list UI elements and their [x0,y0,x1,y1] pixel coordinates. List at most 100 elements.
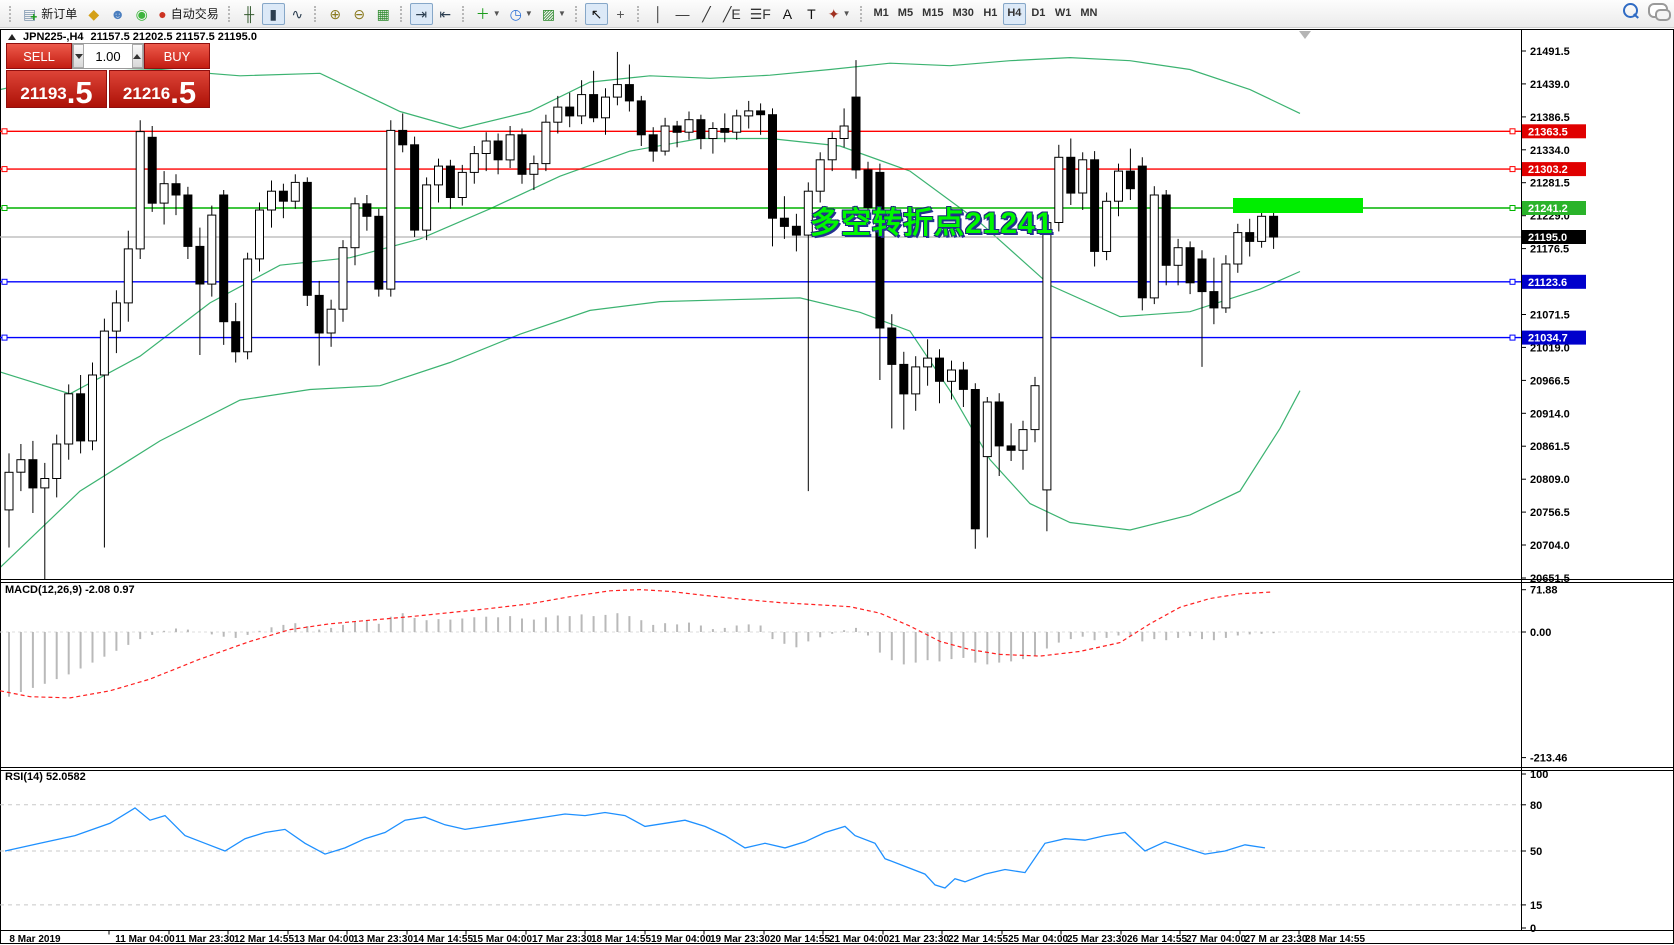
periods-button-dropdown-icon[interactable]: ▼ [524,8,533,18]
svg-text:21386.5: 21386.5 [1530,112,1570,124]
horizontal-line-button[interactable]: — [671,3,694,25]
periods-button-icon: ◷ [509,5,522,22]
timeframe-h1[interactable]: H1 [979,3,1002,25]
vertical-line-button[interactable]: │ [647,3,670,25]
sell-price-display[interactable]: 21193.5 [6,70,107,108]
timeframe-w1[interactable]: W1 [1051,3,1076,25]
volume-decrease-button[interactable] [73,44,85,68]
sell-button[interactable]: SELL [6,43,72,69]
templates-button-dropdown-icon[interactable]: ▼ [558,8,566,18]
text-button[interactable]: A [776,3,799,25]
line-chart-button[interactable]: ∿ [286,3,309,25]
svg-text:20966.5: 20966.5 [1530,375,1570,387]
indicators-button[interactable]: ＋ ▼ [472,3,505,25]
svg-text:20756.5: 20756.5 [1530,507,1570,519]
timeframe-m1[interactable]: M1 [870,3,893,25]
svg-text:21 Mar 23:30: 21 Mar 23:30 [889,934,949,945]
cursor-button-icon: ↖ [590,5,603,22]
price-badge-21034.7: 21034.7 [1522,330,1586,345]
svg-text:20651.5: 20651.5 [1530,573,1570,585]
auto-scroll-button[interactable]: ⇥ [409,2,433,25]
svg-text:20861.5: 20861.5 [1530,441,1570,453]
crosshair-button[interactable]: + [609,3,632,25]
fibonacci-button[interactable]: ☰F [746,3,775,25]
chart-canvas[interactable]: 21491.521439.021386.521334.021281.521229… [0,28,1674,945]
svg-text:21123.6: 21123.6 [1528,277,1567,289]
tile-windows-button[interactable]: ▦ [372,3,395,25]
svg-text:21363.5: 21363.5 [1528,126,1568,138]
arrows-button-dropdown-icon[interactable]: ▼ [842,8,851,18]
toolbar-group-handle[interactable] [399,5,405,22]
chat-icon[interactable] [1648,3,1671,21]
tile-windows-button-icon: ▦ [376,5,390,22]
volume-input[interactable] [84,44,132,68]
new-order-button[interactable]: ▤ + 新订单 [19,3,81,25]
collapse-panel-icon[interactable] [8,34,16,40]
rsi-axis: 100 80 50 15 0 [1521,769,1548,935]
horizontal-line-21034.7[interactable] [0,334,1521,341]
mql-community-button[interactable]: ◉ [130,3,153,25]
plus-overlay-icon: + [30,9,38,24]
toolbar-group-3: ⇥ ⇤ [409,2,457,25]
search-icon[interactable] [1623,3,1638,18]
templates-button-icon: ▨ [541,5,556,22]
chart-shift-button[interactable]: ⇤ [434,3,457,25]
timeframe-m15[interactable]: M15 [918,3,947,25]
svg-text:22 Mar 14:55: 22 Mar 14:55 [948,934,1008,945]
candlestick-chart-button-icon: ▮ [269,5,278,22]
zoom-out-button[interactable]: ⊖ [348,3,371,25]
auto-trading-button[interactable]: ● 自动交易 [154,3,222,25]
candlestick-chart-button[interactable]: ▮ [261,2,285,25]
horizontal-line-21123.6[interactable] [0,278,1521,285]
timeframe-m5[interactable]: M5 [894,3,917,25]
buy-price-display[interactable]: 21216.5 [109,70,210,108]
ohlc-values: 21157.5 21202.5 21157.5 21195.0 [90,31,257,43]
horizontal-line-21303.2[interactable] [0,166,1521,173]
price-axis[interactable]: 21491.521439.021386.521334.021281.521229… [1521,46,1570,585]
highlight-zone-box[interactable] [1233,198,1363,213]
equidistant-channel-button[interactable]: ╱E [719,3,745,25]
toolbar-group-handle[interactable] [636,5,642,22]
svg-text:71.88: 71.88 [1530,585,1558,597]
svg-text:-213.46: -213.46 [1530,753,1567,765]
svg-text:13 Mar 23:30: 13 Mar 23:30 [353,934,413,945]
toolbar-group-handle[interactable] [859,5,865,22]
navigator-button[interactable]: ☻ [106,3,129,25]
volume-increase-button[interactable] [131,44,143,68]
svg-text:21491.5: 21491.5 [1530,46,1570,58]
price-shift-marker-icon[interactable] [1299,31,1311,39]
toolbar-group-handle[interactable] [461,5,467,22]
toolbar-group-6: │ — ╱ ╱E ☰F A T ✦ ▼ [647,3,855,25]
sell-price-frac: .5 [66,74,93,110]
svg-text:15: 15 [1530,900,1542,912]
toolbar-group-handle[interactable] [227,5,233,22]
toolbar-group-handle[interactable] [9,5,14,22]
toolbar-group-5: ↖ + [584,2,632,25]
timeframe-h4[interactable]: H4 [1002,2,1026,25]
timeframe-mn[interactable]: MN [1076,3,1101,25]
buy-button[interactable]: BUY [144,43,210,69]
periods-button[interactable]: ◷ ▼ [506,3,537,25]
trendline-button[interactable]: ╱ [695,3,718,25]
templates-button[interactable]: ▨ ▼ [538,3,570,25]
toolbar-group-0: ▤ + 新订单 ◆ ☻ ◉ ● 自动交易 [19,3,223,25]
text-button-icon: A [782,5,793,22]
toolbar-group-handle[interactable] [313,5,319,22]
indicators-button-dropdown-icon[interactable]: ▼ [492,8,501,18]
svg-text:0.00: 0.00 [1530,627,1551,639]
arrows-button[interactable]: ✦ ▼ [824,3,855,25]
chart-annotation-text[interactable]: 多空转折点21241 [810,207,1054,240]
zoom-in-button-icon: ⊕ [329,5,342,22]
timeframe-d1[interactable]: D1 [1027,3,1050,25]
time-axis[interactable]: 8 Mar 2019 11 Mar 04:00 11 Mar 23:30 12 Mar… [0,930,1365,945]
timeframe-m30[interactable]: M30 [948,3,977,25]
cursor-button[interactable]: ↖ [584,2,608,25]
toolbar-group-handle[interactable] [574,5,580,22]
market-watch-button[interactable]: ◆ [82,3,105,25]
zoom-in-button[interactable]: ⊕ [324,3,347,25]
svg-text:21176.5: 21176.5 [1530,244,1569,256]
bar-chart-button[interactable]: ╫ [238,3,261,25]
text-label-button[interactable]: T [800,3,823,25]
svg-text:21281.5: 21281.5 [1530,178,1570,190]
svg-text:26 Mar 14:55: 26 Mar 14:55 [1127,934,1187,945]
